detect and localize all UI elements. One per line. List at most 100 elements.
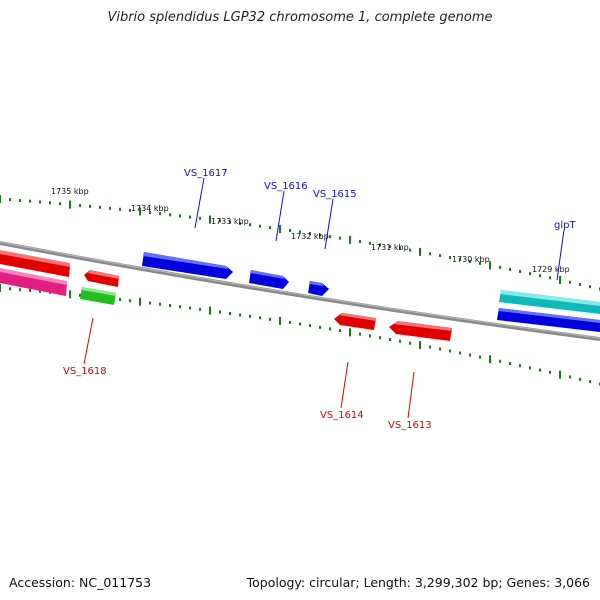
ruler-minor-tick: [379, 243, 381, 247]
ruler-minor-tick: [149, 211, 151, 214]
ruler-minor-tick: [389, 338, 391, 341]
gene-label-vs1616[interactable]: VS_1616: [264, 181, 308, 192]
ruler-minor-tick: [319, 325, 321, 329]
ruler-minor-tick: [479, 261, 481, 265]
ruler-minor-tick: [509, 267, 511, 271]
accession-text: Accession: NC_011753: [9, 575, 152, 590]
ruler-minor-tick: [449, 256, 451, 259]
ruler-minor-tick: [529, 366, 531, 370]
ruler-minor-tick: [309, 324, 311, 328]
ruler-minor-tick: [119, 207, 121, 211]
chromosome-backbone: [0, 241, 600, 341]
ruler-minor-tick: [399, 246, 401, 250]
ruler-minor-tick: [229, 312, 231, 315]
ruler-major-tick: [0, 284, 1, 292]
gene-label-vs1614[interactable]: VS_1614: [320, 410, 364, 421]
ruler-minor-tick: [369, 334, 371, 338]
gene-left-red-upper[interactable]: [0, 250, 70, 277]
ruler-minor-tick: [199, 216, 201, 220]
ruler-minor-tick: [19, 288, 21, 292]
page-title: Vibrio splendidus LGP32 chromosome 1, co…: [107, 10, 493, 25]
gene-vs1618-green[interactable]: [80, 287, 116, 305]
ruler-major-tick: [139, 297, 141, 306]
ruler-minor-tick: [9, 198, 11, 202]
ruler-major-tick: [209, 306, 211, 315]
gene-label-vs1613[interactable]: VS_1613: [388, 420, 432, 431]
ruler-minor-tick: [289, 229, 291, 232]
ruler-minor-tick: [269, 317, 271, 321]
leader-vs1614: [340, 361, 349, 409]
ruler-minor-tick: [159, 212, 161, 216]
gene-label-vs1617[interactable]: VS_1617: [184, 168, 228, 179]
ruler-major-tick: [559, 370, 561, 379]
ruler-minor-tick: [149, 301, 151, 305]
gene-label-vs1618[interactable]: VS_1618: [63, 366, 107, 377]
ruler-minor-tick: [449, 349, 451, 353]
ruler-minor-tick: [299, 322, 301, 326]
ruler-minor-tick: [269, 226, 271, 230]
ruler-minor-tick: [39, 289, 41, 293]
ruler-minor-tick: [539, 368, 541, 372]
ruler-minor-tick: [169, 213, 171, 217]
gene-vs1615[interactable]: [308, 281, 329, 296]
ruler-minor-tick: [299, 230, 301, 234]
gene-glpT-cyan[interactable]: [499, 290, 600, 314]
ruler-minor-tick: [409, 248, 411, 252]
ruler-minor-tick: [159, 302, 161, 306]
ruler-label-1735: 1735 kbp: [51, 187, 89, 196]
ruler-minor-tick: [549, 370, 551, 374]
ruler-minor-tick: [179, 305, 181, 309]
ruler-minor-tick: [409, 341, 411, 345]
ruler-minor-tick: [529, 272, 531, 276]
ruler-minor-tick: [589, 380, 591, 384]
ruler-minor-tick: [19, 199, 21, 202]
ruler-minor-tick: [79, 204, 81, 207]
ruler-major-tick: [349, 235, 351, 244]
ruler-minor-tick: [79, 293, 81, 297]
ruler-minor-tick: [319, 233, 321, 237]
ruler-major-tick: [69, 290, 71, 299]
gene-label-glpT[interactable]: glpT: [554, 220, 576, 231]
ruler-minor-tick: [569, 280, 571, 284]
gene-vs1617[interactable]: [142, 252, 233, 279]
gene-vs1614[interactable]: [334, 313, 376, 330]
lower-ruler: [0, 284, 600, 386]
ruler-minor-tick: [379, 336, 381, 340]
ruler-minor-tick: [439, 347, 441, 351]
ruler-minor-tick: [29, 199, 31, 203]
leader-vs1617: [194, 177, 205, 229]
genome-summary: Topology: circular; Length: 3,299,302 bp…: [246, 575, 590, 590]
ruler-label-1730: 1730 kbp: [452, 255, 490, 264]
ruler-minor-tick: [89, 204, 91, 208]
gene-left-magenta[interactable]: [0, 268, 67, 296]
ruler-minor-tick: [339, 236, 341, 240]
ruler-minor-tick: [469, 353, 471, 357]
ruler-minor-tick: [329, 235, 331, 239]
ruler-minor-tick: [259, 224, 261, 228]
gene-vs1618-arrow[interactable]: [84, 270, 119, 287]
leader-glpT: [556, 229, 565, 281]
ruler-minor-tick: [129, 299, 131, 303]
ruler-minor-tick: [259, 316, 261, 320]
ruler-minor-tick: [189, 306, 191, 310]
ruler-minor-tick: [429, 252, 431, 256]
ruler-minor-tick: [499, 265, 501, 269]
ruler-major-tick: [419, 247, 421, 256]
ruler-label-1729: 1729 kbp: [532, 265, 570, 274]
ruler-minor-tick: [519, 364, 521, 368]
ruler-minor-tick: [479, 355, 481, 359]
gene-vs1616[interactable]: [249, 270, 289, 289]
ruler-major-tick: [349, 328, 351, 337]
ruler-major-tick: [489, 261, 491, 270]
ruler-minor-tick: [219, 310, 221, 314]
gene-label-vs1615[interactable]: VS_1615: [313, 189, 357, 200]
ruler-major-tick: [209, 215, 211, 224]
ruler-major-tick: [489, 355, 491, 364]
ruler-minor-tick: [9, 287, 11, 291]
ruler-minor-tick: [229, 220, 231, 224]
ruler-minor-tick: [99, 205, 101, 209]
gene-glpT-blue[interactable]: [497, 308, 600, 332]
ruler-minor-tick: [289, 320, 291, 324]
gene-vs1613[interactable]: [389, 321, 452, 341]
ruler-major-tick: [0, 195, 1, 203]
